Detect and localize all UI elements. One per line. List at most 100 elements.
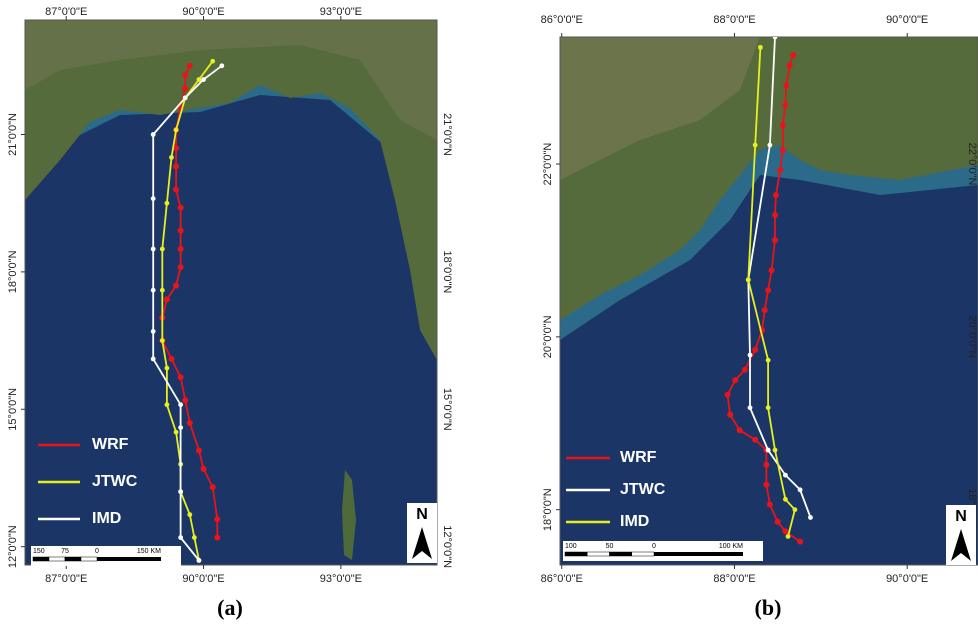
- track-point: [752, 346, 759, 353]
- north-label: N: [955, 508, 967, 525]
- track-point: [177, 264, 184, 271]
- lon-tick-label: 86°0'0"E: [541, 573, 583, 585]
- scale-bar-seg: [80, 556, 98, 562]
- track-point: [736, 427, 743, 434]
- track-point: [741, 366, 748, 373]
- lon-tick-label: 90°0'0"E: [182, 573, 224, 585]
- scale-bar-label: 0: [95, 548, 99, 555]
- scale-bar-seg: [654, 552, 743, 556]
- track-point: [782, 528, 789, 535]
- track-point: [173, 282, 180, 289]
- scale-bar-seg: [64, 556, 82, 562]
- lon-tick-label: 90°0'0"E: [182, 6, 224, 18]
- scale-bar-seg: [564, 551, 588, 557]
- scale-bar-label: 50: [606, 543, 614, 550]
- map-frame: [24, 19, 438, 566]
- track-point: [783, 82, 790, 89]
- track-point: [164, 365, 170, 371]
- lat-tick-label: 15°0'0"N: [441, 388, 453, 431]
- track-point: [173, 145, 180, 152]
- track-point: [177, 374, 184, 381]
- track-point: [201, 77, 206, 82]
- track-point: [173, 127, 179, 133]
- track-point: [178, 535, 184, 540]
- track-point: [168, 355, 175, 362]
- track-point: [159, 287, 165, 293]
- track-point: [752, 436, 759, 443]
- track-point: [797, 487, 803, 493]
- track-point: [797, 538, 804, 545]
- track-point: [173, 186, 180, 193]
- lat-tick-label: 22°0'0"N: [542, 143, 554, 186]
- lat-tick-label: 20°0'0"N: [966, 315, 978, 358]
- lon-tick-label: 90°0'0"E: [886, 573, 928, 585]
- map-b: [560, 37, 978, 565]
- track-point: [219, 63, 225, 69]
- track-point: [772, 237, 779, 244]
- lat-tick-label: 20°0'0"N: [542, 315, 554, 358]
- track-point: [777, 167, 784, 174]
- lon-tick-label: 88°0'0"E: [713, 573, 755, 585]
- scale-bar-label: 75: [61, 548, 69, 555]
- track-point: [178, 425, 184, 431]
- track-point: [752, 142, 758, 148]
- track-point: [785, 534, 791, 539]
- map-a: [25, 20, 437, 565]
- track-point: [214, 516, 221, 523]
- track-point: [765, 447, 771, 453]
- track-point: [765, 357, 771, 363]
- north-label: N: [416, 506, 428, 523]
- scale-bar-seg: [32, 556, 50, 562]
- lat-tick-label: 18°0'0"N: [7, 250, 19, 293]
- track-point: [732, 377, 739, 384]
- track-point: [159, 246, 165, 252]
- lat-tick-label: 21°0'0"N: [7, 113, 19, 156]
- track-point: [782, 102, 789, 109]
- lat-tick-label: 12°0'0"N: [441, 525, 453, 568]
- scale-bar-seg: [587, 551, 610, 557]
- legend-label: IMD: [620, 513, 649, 530]
- track-point: [779, 122, 786, 129]
- track-point: [173, 163, 180, 170]
- lat-tick-label: 18°0'0"N: [542, 488, 554, 531]
- track-point: [182, 71, 189, 78]
- track-point: [163, 296, 170, 303]
- lat-tick-label: 21°0'0"N: [441, 113, 453, 156]
- track-point: [177, 204, 184, 211]
- scale-bar-seg: [631, 551, 655, 557]
- track-point: [727, 411, 734, 418]
- track-point: [177, 245, 184, 252]
- track-point: [767, 142, 773, 148]
- track-point: [808, 515, 813, 520]
- track-point: [178, 402, 184, 408]
- lat-tick-label: 22°0'0"N: [966, 143, 978, 186]
- track-point: [792, 507, 798, 513]
- track-point: [182, 397, 189, 404]
- track-point: [783, 472, 788, 478]
- track-point: [724, 391, 731, 398]
- track-point: [210, 58, 216, 64]
- scale-bar-label: 100 KM: [719, 543, 743, 550]
- lat-tick-label: 15°0'0"N: [7, 388, 19, 431]
- scale-bar-label: 0: [652, 543, 656, 550]
- legend-label: WRF: [92, 436, 129, 453]
- scale-bar-seg: [609, 551, 632, 557]
- track-point: [783, 496, 788, 502]
- track-point: [772, 212, 779, 219]
- track-point: [186, 420, 193, 427]
- scale-bar-label: 150: [33, 548, 45, 555]
- track-point: [772, 447, 778, 453]
- track-point: [747, 405, 753, 411]
- track-point: [772, 192, 779, 199]
- track-point: [763, 481, 770, 488]
- track-point: [768, 267, 775, 274]
- track-point: [766, 501, 773, 508]
- track-point: [173, 429, 179, 435]
- map-frame: [559, 36, 978, 566]
- track-point: [745, 277, 751, 283]
- lat-tick-label: 12°0'0"N: [7, 525, 19, 568]
- lon-tick-label: 93°0'0"E: [320, 6, 362, 18]
- tracks: [724, 37, 813, 545]
- track-point: [187, 512, 193, 518]
